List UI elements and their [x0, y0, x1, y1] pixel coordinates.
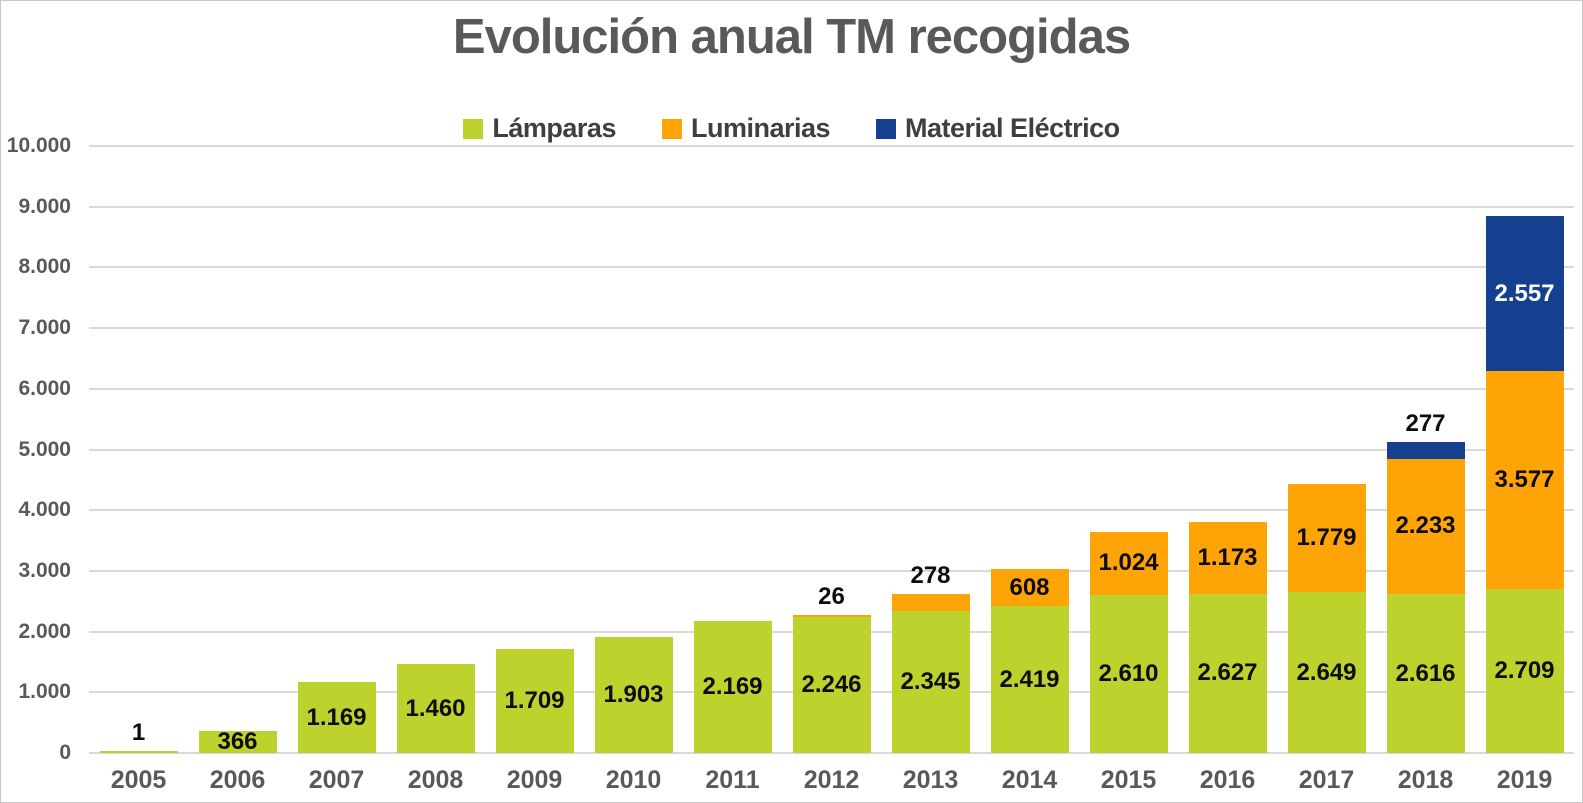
x-axis-label: 2006: [209, 766, 266, 794]
bar-segment: [891, 593, 970, 611]
y-axis-tick-label: 2.000: [18, 619, 71, 643]
legend-swatch-icon: [463, 118, 484, 139]
bar-value-label: 3.577: [1494, 466, 1555, 493]
legend-label: Lámparas: [492, 113, 616, 143]
bar-segment: [1386, 441, 1465, 459]
bar-value-label: 2.557: [1494, 279, 1555, 307]
x-axis-label: 2009: [506, 766, 563, 794]
x-axis-label: 2008: [407, 766, 464, 794]
x-axis-label: 2013: [902, 766, 959, 794]
bar-segment: [495, 649, 574, 753]
bar-segment: [198, 730, 277, 753]
y-axis-tick-label: 0: [59, 741, 71, 764]
x-axis-label: 2005: [110, 766, 167, 794]
legend-item-l-mparas: Lámparas: [463, 113, 616, 144]
bar-value-label: 366: [217, 727, 258, 755]
bar-segment: [1089, 594, 1168, 753]
legend-label: Material Eléctrico: [905, 113, 1120, 143]
bar-segment: [396, 664, 475, 753]
bar-value-label: 2.610: [1098, 659, 1159, 687]
bar-segment: [990, 606, 1069, 753]
gridline: [89, 145, 1574, 147]
legend: Lámparas Luminarias Material Eléctrico: [1, 113, 1582, 144]
gridline: [89, 752, 1574, 754]
bar-segment: [891, 610, 970, 753]
gridline: [89, 509, 1574, 512]
legend-label: Luminarias: [690, 113, 831, 143]
gridline: [89, 448, 1574, 451]
bar-value-label: 1.169: [306, 703, 367, 731]
bar-segment: [1287, 484, 1366, 593]
gridline: [89, 205, 1574, 208]
bar-value-label: 2.246: [801, 670, 862, 698]
bar-value-label: 1.903: [603, 681, 664, 709]
bar-value-label: 2.345: [900, 667, 961, 695]
legend-item-material-el-ctrico: Material Eléctrico: [876, 113, 1120, 144]
bar-segment: [99, 751, 178, 753]
bar-value-label: 608: [1009, 573, 1050, 601]
bar-value-label: 2.709: [1494, 656, 1555, 684]
bar-segment: [792, 614, 871, 617]
bar-value-label: 2.616: [1395, 659, 1456, 687]
bar-value-label: 2.419: [999, 665, 1060, 693]
bar-segment: [1485, 588, 1564, 753]
bar-segment: [1386, 594, 1465, 753]
gridline: [89, 569, 1574, 572]
bar-segment: [1287, 592, 1366, 753]
y-axis-tick-label: 5.000: [18, 437, 71, 461]
bar-value-label: 1.460: [405, 694, 466, 722]
y-axis-tick-label: 10.000: [6, 134, 71, 157]
legend-item-luminarias: Luminarias: [661, 113, 831, 144]
bar-segment: [1089, 532, 1168, 595]
legend-swatch-icon: [661, 118, 682, 139]
bar-value-label: 278: [910, 561, 951, 589]
bar-value-label: 2.649: [1296, 658, 1357, 686]
y-axis-tick-label: 1.000: [18, 680, 71, 704]
x-axis-label: 2007: [308, 766, 365, 794]
bar-value-label: 1.024: [1098, 549, 1159, 577]
gridline: [89, 327, 1574, 330]
x-axis-label: 2017: [1298, 766, 1355, 794]
x-axis-label: 2016: [1199, 766, 1256, 794]
bar-segment: [990, 569, 1069, 607]
y-axis-tick-label: 3.000: [18, 558, 71, 582]
x-axis-label: 2015: [1100, 766, 1157, 794]
y-axis-tick-label: 7.000: [18, 316, 71, 340]
legend-swatch-icon: [876, 118, 897, 139]
bar-value-label: 2.169: [702, 673, 763, 701]
x-axis-label: 2019: [1496, 766, 1553, 794]
bar-segment: [1188, 593, 1267, 753]
x-axis-label: 2018: [1397, 766, 1454, 794]
bar-segment: [792, 616, 871, 753]
bar-segment: [1188, 522, 1267, 594]
y-axis-tick-label: 9.000: [18, 194, 71, 218]
bar-value-label: 1.709: [504, 687, 565, 715]
bar-segment: [1485, 371, 1564, 589]
y-axis-tick-label: 8.000: [18, 255, 71, 279]
bar-value-label: 2.627: [1197, 659, 1258, 687]
x-axis-label: 2012: [803, 766, 860, 794]
x-axis-label: 2014: [1001, 766, 1058, 794]
y-axis-tick-label: 4.000: [18, 498, 71, 522]
bar-value-label: 1.779: [1296, 524, 1357, 552]
gridline: [89, 387, 1574, 390]
y-axis-tick-label: 6.000: [18, 376, 71, 400]
bar-segment: [1485, 216, 1564, 372]
chart-title: Evolución anual TM recogidas: [452, 10, 1131, 64]
bar-value-label: 1: [131, 719, 146, 746]
bar-segment: [594, 637, 673, 753]
bar-segment: [1386, 458, 1465, 595]
bar-value-label: 1.173: [1197, 543, 1258, 571]
x-axis-label: 2010: [605, 766, 662, 794]
bar-value-label: 26: [818, 582, 845, 610]
gridline: [89, 266, 1574, 269]
bar-segment: [297, 682, 376, 753]
x-axis-label: 2011: [705, 766, 760, 794]
bar-value-label: 2.233: [1395, 512, 1456, 540]
bar-value-label: 277: [1405, 409, 1446, 437]
bar-segment: [693, 621, 772, 753]
